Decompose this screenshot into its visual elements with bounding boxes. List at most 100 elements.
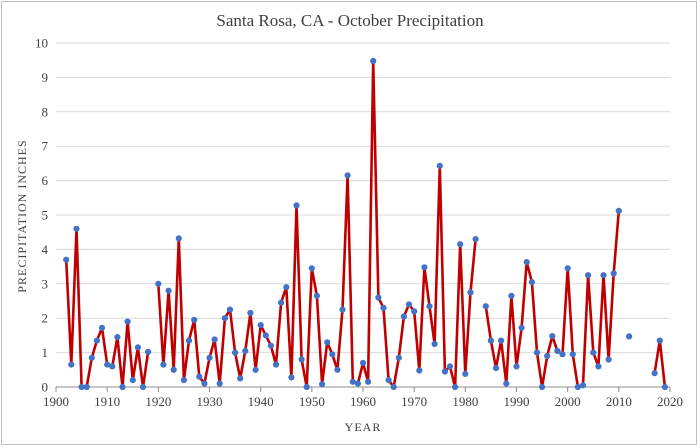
data-point-1943 xyxy=(272,361,280,368)
y-tick-label: 6 xyxy=(42,173,49,188)
data-point-1964 xyxy=(380,304,387,311)
series-line-segment xyxy=(484,210,621,389)
data-point-1938 xyxy=(247,309,254,317)
data-point-1980 xyxy=(462,370,469,377)
data-point-2019 xyxy=(661,383,669,391)
y-axis-ticks: 0 1 2 3 4 5 6 7 8 9 10 xyxy=(35,36,49,395)
data-point-1903 xyxy=(68,361,75,368)
data-point-1972 xyxy=(421,264,428,271)
data-point-1904 xyxy=(73,225,80,232)
y-tick-label: 2 xyxy=(42,311,49,326)
series-line-segment xyxy=(653,339,667,388)
data-point-1951 xyxy=(313,292,320,299)
data-point-1922 xyxy=(165,287,172,294)
gridlines xyxy=(56,42,670,388)
series-line-segment xyxy=(157,59,477,389)
x-tick-label: 2000 xyxy=(555,394,581,409)
data-point-1939 xyxy=(252,366,259,373)
y-tick-label: 1 xyxy=(42,345,49,360)
y-tick-label: 0 xyxy=(42,380,49,395)
x-axis-ticks: 1900 1910 1920 1930 1940 1950 1960 1970 1980 1990… xyxy=(43,387,683,409)
data-point-1924 xyxy=(175,235,182,242)
data-point-1958 xyxy=(349,378,356,385)
chart-title: Santa Rosa, CA - October Precipitation xyxy=(216,11,484,30)
data-point-1908 xyxy=(93,337,100,344)
data-point-1988 xyxy=(503,380,510,387)
x-tick-label: 2010 xyxy=(606,394,632,409)
data-point-1933 xyxy=(221,315,228,322)
data-point-2009 xyxy=(610,270,617,277)
data-point-1993 xyxy=(528,279,536,286)
data-point-2010 xyxy=(615,207,622,214)
data-point-1929 xyxy=(201,380,208,387)
y-axis-label: PRECIPITATION INCHES xyxy=(15,139,29,292)
data-point-1963 xyxy=(375,294,382,301)
data-point-1952 xyxy=(319,381,326,388)
data-point-2007 xyxy=(600,272,607,279)
data-point-1989 xyxy=(508,292,515,299)
data-point-1910 xyxy=(104,361,111,368)
x-axis-label: YEAR xyxy=(345,420,382,434)
data-point-1912 xyxy=(114,334,121,341)
x-tick-label: 1970 xyxy=(401,394,427,409)
data-point-1947 xyxy=(293,202,300,209)
x-tick-label: 1990 xyxy=(504,394,530,409)
data-point-2000 xyxy=(564,265,571,272)
data-point-1928 xyxy=(196,373,203,380)
x-tick-label: 1980 xyxy=(452,394,478,409)
data-point-1927 xyxy=(191,316,198,323)
data-point-1930 xyxy=(206,354,213,361)
data-point-1984 xyxy=(482,303,489,310)
data-point-1977 xyxy=(446,363,454,370)
x-tick-label: 1910 xyxy=(94,394,120,409)
data-point-2001 xyxy=(569,351,576,358)
data-point-1953 xyxy=(324,339,331,346)
data-point-1955 xyxy=(334,366,341,373)
data-point-1936 xyxy=(237,375,244,382)
data-point-1962 xyxy=(370,57,377,64)
data-point-1945 xyxy=(283,284,290,291)
data-point-1925 xyxy=(180,377,187,384)
series-points xyxy=(63,57,669,391)
data-point-1907 xyxy=(88,354,95,361)
data-point-1913 xyxy=(119,383,126,391)
data-point-1965 xyxy=(385,377,392,384)
data-point-1979 xyxy=(457,241,464,248)
data-point-2006 xyxy=(595,363,602,370)
y-tick-label: 4 xyxy=(42,242,49,257)
data-point-2004 xyxy=(585,272,592,279)
data-point-1923 xyxy=(170,366,177,373)
x-tick-label: 1900 xyxy=(43,394,69,409)
data-point-1948 xyxy=(298,356,305,363)
data-point-1931 xyxy=(211,336,218,343)
data-point-1944 xyxy=(278,299,285,306)
data-point-1966 xyxy=(390,383,397,391)
data-point-1932 xyxy=(216,380,223,387)
data-point-1974 xyxy=(431,340,438,348)
data-point-1941 xyxy=(262,332,269,339)
y-tick-label: 8 xyxy=(42,104,49,119)
data-point-1905 xyxy=(78,383,85,391)
data-point-1914 xyxy=(124,318,131,325)
data-point-1950 xyxy=(308,265,315,272)
y-tick-label: 9 xyxy=(42,70,49,85)
data-point-1998 xyxy=(554,347,561,354)
data-point-1996 xyxy=(544,352,551,360)
data-point-1915 xyxy=(129,377,136,384)
data-point-2003 xyxy=(579,382,587,389)
data-point-1917 xyxy=(139,383,147,391)
data-point-1957 xyxy=(344,172,351,179)
x-tick-label: 2020 xyxy=(657,394,683,409)
data-point-2017 xyxy=(651,370,658,377)
data-point-1918 xyxy=(145,348,152,355)
data-point-1968 xyxy=(400,313,407,320)
data-point-1916 xyxy=(134,344,141,351)
data-point-1961 xyxy=(365,378,372,385)
data-point-1976 xyxy=(441,368,448,375)
data-point-1926 xyxy=(185,337,193,344)
data-point-1935 xyxy=(232,349,239,356)
data-point-1995 xyxy=(539,383,546,391)
data-point-1985 xyxy=(487,337,494,344)
data-point-2012 xyxy=(626,333,633,340)
data-point-1969 xyxy=(405,301,413,308)
